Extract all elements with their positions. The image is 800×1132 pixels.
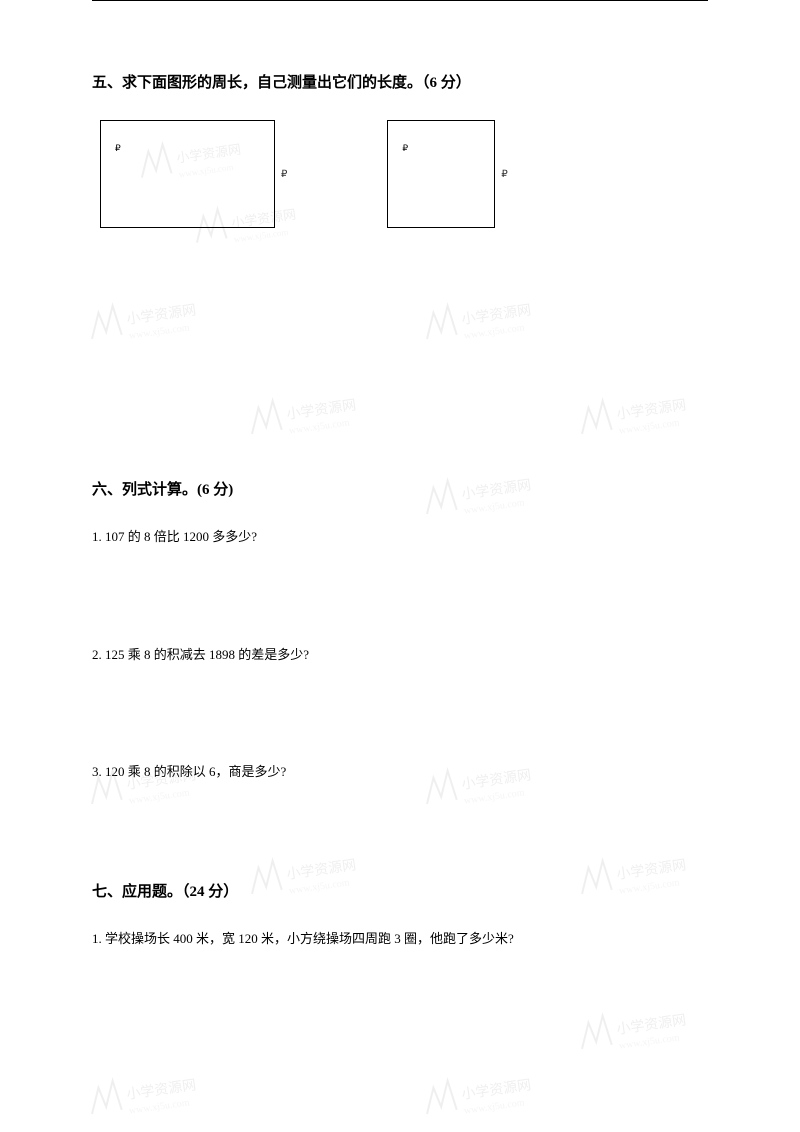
rectangle-shape: ₽ <box>100 120 275 228</box>
square-shape: ₽ <box>387 120 495 228</box>
square-marker: ₽ <box>402 143 408 154</box>
svg-text:小学资源网: 小学资源网 <box>126 1077 198 1103</box>
problem-7-1: 1. 学校操场长 400 米，宽 120 米，小方绕操场四周跑 3 圈，他跑了多… <box>92 929 708 949</box>
section-5-heading: 五、求下面图形的周长，自己测量出它们的长度。（6 分） <box>92 71 708 92</box>
rectangle-marker: ₽ <box>115 143 121 154</box>
square-marker-outer: ₽ <box>501 169 507 180</box>
shapes-container: ₽ ₽ ₽ ₽ <box>100 120 708 228</box>
watermark-icon: 小学资源网www.xj5u.com <box>82 1061 228 1130</box>
svg-text:www.xj5u.com: www.xj5u.com <box>128 1097 190 1116</box>
square-group: ₽ ₽ <box>387 120 507 228</box>
question-6-3: 3. 120 乘 8 的积除以 6，商是多少? <box>92 762 708 782</box>
section-7-heading: 七、应用题。（24 分） <box>92 880 708 901</box>
question-6-2: 2. 125 乘 8 的积减去 1898 的差是多少? <box>92 645 708 665</box>
section-6-heading: 六、列式计算。(6 分) <box>92 478 708 499</box>
rectangle-marker-outer: ₽ <box>281 169 287 180</box>
page-content: 五、求下面图形的周长，自己测量出它们的长度。（6 分） ₽ ₽ ₽ ₽ 六、列式… <box>92 0 708 1048</box>
svg-text:www.xj5u.com: www.xj5u.com <box>463 1097 525 1116</box>
question-6-1: 1. 107 的 8 倍比 1200 多多少? <box>92 527 708 547</box>
rectangle-group: ₽ ₽ <box>100 120 287 228</box>
watermark-icon: 小学资源网www.xj5u.com <box>417 1061 563 1130</box>
svg-text:小学资源网: 小学资源网 <box>461 1077 533 1103</box>
